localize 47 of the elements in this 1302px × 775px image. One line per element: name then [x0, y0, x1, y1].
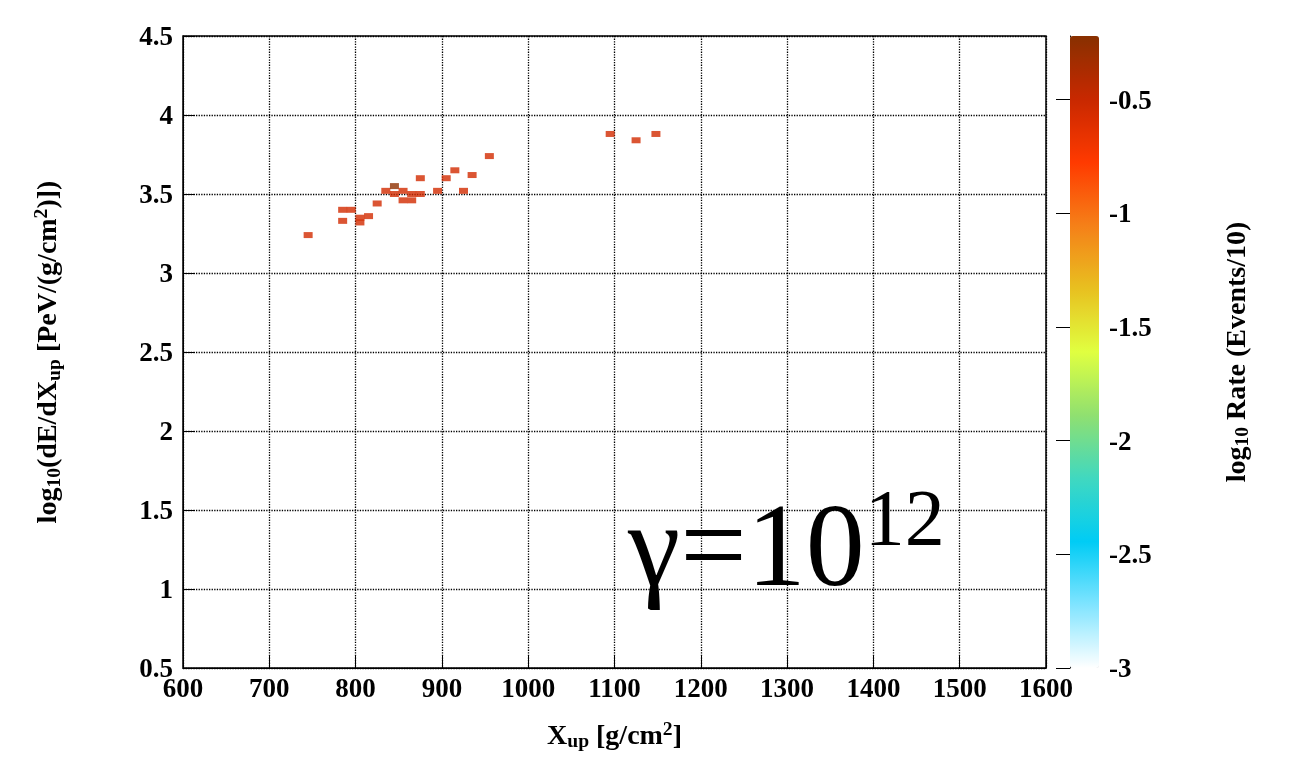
x-tick-label: 1600 [1019, 672, 1073, 703]
point [364, 213, 374, 220]
point [605, 130, 615, 137]
color-bar-label: -1.5 [1109, 311, 1152, 342]
point [381, 187, 391, 194]
y-tick-label: 1 [159, 574, 173, 604]
color-bar-label: -2.5 [1109, 539, 1152, 570]
point [338, 217, 348, 224]
y-axis-title: log10(dE/dXup [PeV/(g/cm2)]) [29, 180, 64, 524]
point [433, 187, 443, 194]
color-bar-label: -1 [1109, 198, 1132, 229]
y-tick-label: 4.5 [139, 21, 173, 51]
y-tick-label: 3 [159, 258, 173, 288]
color-bar-title: log10 Rate (Events/10) [1219, 221, 1253, 483]
point [407, 197, 417, 204]
point [389, 183, 399, 190]
y-tick-label: 2 [159, 416, 173, 446]
color-bar-label: -2 [1109, 425, 1132, 456]
x-tick-label: 1500 [932, 672, 987, 703]
point [458, 187, 468, 194]
color-bar-label: -3 [1109, 653, 1132, 683]
x-tick-label: 800 [335, 672, 376, 703]
y-tick-label: 2.5 [139, 337, 173, 367]
y-tick-label: 4 [159, 100, 173, 130]
x-tick-label: 1000 [501, 672, 556, 703]
point [398, 187, 408, 194]
point [450, 167, 460, 174]
point [631, 137, 641, 144]
point [338, 206, 348, 213]
x-tick-label: 1200 [673, 672, 728, 703]
point [303, 232, 313, 239]
x-tick-label: 900 [421, 672, 463, 703]
y-tick-label: 3.5 [139, 179, 173, 209]
x-tick-label: 1400 [846, 672, 901, 703]
point [467, 172, 477, 179]
x-tick-label: 1100 [588, 672, 641, 703]
y-tick-label: 1.5 [139, 495, 173, 525]
point [355, 219, 365, 226]
color-bar-label: -0.5 [1109, 84, 1152, 115]
point [441, 175, 451, 182]
point [372, 200, 382, 207]
point [346, 206, 356, 213]
point [484, 153, 494, 160]
x-tick-label: 1300 [760, 672, 815, 703]
point [651, 130, 661, 137]
point [415, 175, 425, 182]
x-tick-label: 700 [249, 672, 290, 703]
